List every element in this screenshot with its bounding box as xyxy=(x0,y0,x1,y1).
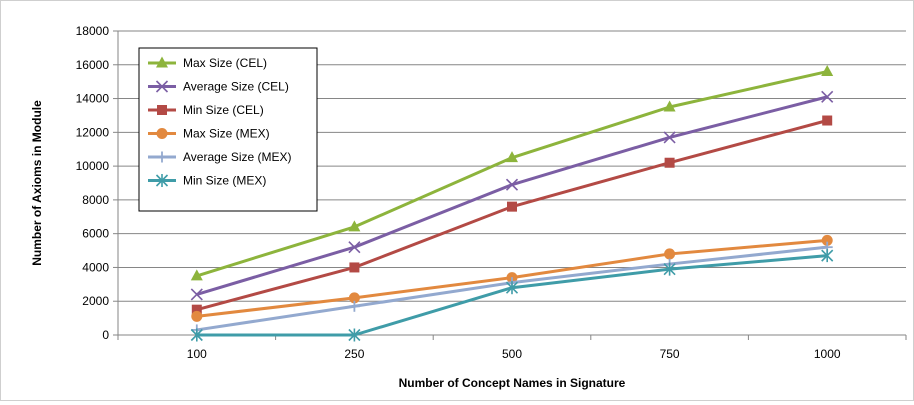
data-point xyxy=(348,220,361,232)
y-tick-label: 6000 xyxy=(82,227,109,241)
y-tick-label: 10000 xyxy=(76,159,110,173)
x-tick-label: 250 xyxy=(344,347,364,361)
y-tick-label: 12000 xyxy=(76,125,110,139)
data-point xyxy=(190,269,203,281)
legend-label: Max Size (MEX) xyxy=(183,127,270,141)
data-point xyxy=(506,151,518,163)
y-tick-label: 14000 xyxy=(76,92,110,106)
data-point xyxy=(191,304,202,315)
legend-label: Average Size (CEL) xyxy=(183,80,289,94)
data-point xyxy=(664,157,675,168)
legend-entry: Average Size (CEL) xyxy=(148,80,289,94)
data-point xyxy=(191,310,203,322)
series-5 xyxy=(190,249,834,342)
legend-entry: Min Size (MEX) xyxy=(148,174,266,188)
y-tick-labels: 0 2000 4000 6000 8000 10000 12000 14000 16000 180… xyxy=(76,24,110,342)
legend: Max Size (CEL) Average Size (CEL) Min Size… xyxy=(138,47,318,212)
y-tick-label: 0 xyxy=(102,328,109,342)
data-point xyxy=(664,248,676,260)
legend-marker xyxy=(156,56,168,68)
series-2 xyxy=(191,115,833,315)
x-tick-labels: 100 250 500 750 1000 xyxy=(187,347,841,361)
legend-entry: Min Size (CEL) xyxy=(148,103,264,117)
data-point xyxy=(505,281,519,295)
series-1 xyxy=(190,90,834,301)
y-tick-label: 8000 xyxy=(82,193,109,207)
x-tick-label: 500 xyxy=(502,347,522,361)
legend-marker xyxy=(155,80,169,93)
data-point xyxy=(348,328,361,342)
series-group xyxy=(190,65,834,342)
series-0 xyxy=(190,65,834,281)
legend-entry: Max Size (CEL) xyxy=(148,56,267,70)
legend-entry: Max Size (MEX) xyxy=(148,127,270,141)
legend-marker xyxy=(155,174,169,187)
data-point xyxy=(821,234,833,246)
legend-entry: Average Size (MEX) xyxy=(148,150,292,164)
data-point xyxy=(663,131,676,144)
data-point xyxy=(821,90,834,103)
data-point xyxy=(663,100,676,112)
data-point xyxy=(190,288,203,301)
data-point xyxy=(507,201,517,212)
legend-label: Min Size (CEL) xyxy=(183,103,264,117)
legend-marker xyxy=(156,128,168,139)
data-point xyxy=(663,262,676,276)
data-point xyxy=(190,328,203,342)
legend-marker xyxy=(156,151,168,163)
data-point xyxy=(821,249,834,263)
data-point xyxy=(348,292,360,304)
y-tick-label: 4000 xyxy=(82,260,109,274)
y-tick-label: 2000 xyxy=(82,294,109,308)
legend-label: Min Size (MEX) xyxy=(183,174,266,188)
data-point xyxy=(348,300,360,312)
x-tick-label: 1000 xyxy=(814,347,841,361)
legend-label: Average Size (MEX) xyxy=(183,150,292,164)
data-point xyxy=(822,115,833,126)
x-tick-label: 750 xyxy=(660,347,680,361)
data-point xyxy=(505,178,519,191)
data-point xyxy=(821,65,834,77)
legend-box xyxy=(138,47,318,212)
data-point xyxy=(349,262,360,273)
y-axis-title: Number of Axioms in Module xyxy=(30,100,44,266)
x-axis-title: Number of Concept Names in Signature xyxy=(399,376,626,390)
legend-marker xyxy=(157,105,167,115)
x-tick-label: 100 xyxy=(187,347,207,361)
y-tick-label: 18000 xyxy=(76,24,110,38)
data-point xyxy=(348,241,361,254)
y-tick-label: 16000 xyxy=(76,58,110,72)
legend-label: Max Size (CEL) xyxy=(183,56,267,70)
